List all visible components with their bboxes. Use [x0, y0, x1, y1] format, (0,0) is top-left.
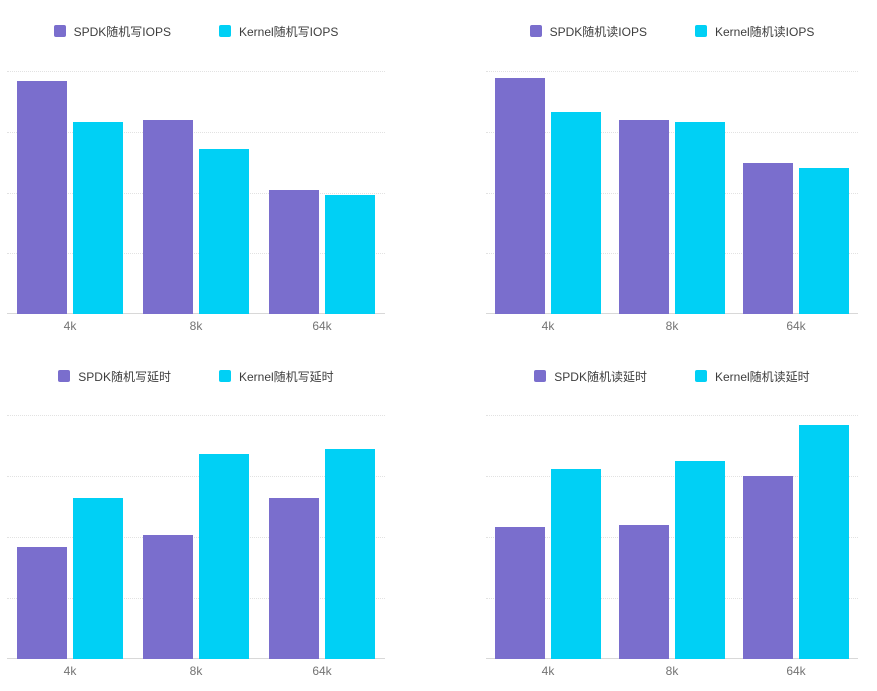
legend-swatch-kernel-icon	[218, 370, 231, 382]
x-axis-line	[7, 658, 385, 659]
legend-item-spdk[interactable]: SPDK随机写延时	[58, 368, 171, 385]
legend: SPDK随机读延时 Kernel随机读延时	[486, 368, 858, 384]
plot-area: 4k 8k 64k	[7, 71, 385, 333]
x-axis-line	[486, 313, 858, 314]
bar-kernel-8k[interactable]	[199, 149, 249, 314]
x-tick-label-4k: 4k	[541, 319, 555, 333]
x-tick-label-8k: 8k	[189, 664, 203, 678]
legend-item-spdk[interactable]: SPDK随机读IOPS	[529, 23, 647, 40]
gridline	[7, 415, 385, 416]
x-tick-label-8k: 8k	[665, 319, 679, 333]
bar-spdk-4k[interactable]	[495, 78, 545, 314]
gridline	[486, 253, 858, 255]
bar-kernel-64k[interactable]	[325, 449, 375, 659]
legend: SPDK随机读IOPS Kernel随机读IOPS	[486, 23, 858, 39]
bar-spdk-8k[interactable]	[619, 525, 669, 659]
bar-spdk-8k[interactable]	[143, 535, 193, 659]
bar-kernel-64k[interactable]	[799, 168, 849, 314]
bar-kernel-64k[interactable]	[325, 195, 375, 314]
gridline	[7, 131, 385, 133]
bar-spdk-64k[interactable]	[269, 498, 319, 659]
bar-kernel-4k[interactable]	[73, 122, 123, 314]
legend-swatch-spdk-icon	[58, 370, 71, 382]
gridline	[7, 71, 385, 72]
gridline	[486, 131, 858, 133]
x-axis-line	[7, 313, 385, 314]
bar-spdk-64k[interactable]	[269, 190, 319, 314]
plot-area: 4k 8k 64k	[486, 71, 858, 333]
legend-label-kernel: Kernel随机写延时	[238, 369, 334, 384]
gridline	[7, 192, 385, 194]
x-tick-label-8k: 8k	[665, 664, 679, 678]
legend-swatch-kernel-icon	[694, 25, 707, 37]
x-tick-label-64k: 64k	[312, 319, 332, 333]
chart-panel-random-write-latency: SPDK随机写延时 Kernel随机写延时 4k 8k 64k	[0, 345, 438, 691]
legend: SPDK随机写IOPS Kernel随机写IOPS	[7, 23, 385, 39]
x-tick-label-4k: 4k	[63, 664, 77, 678]
legend: SPDK随机写延时 Kernel随机写延时	[7, 368, 385, 384]
bar-kernel-8k[interactable]	[675, 122, 725, 314]
x-tick-label-64k: 64k	[786, 664, 806, 678]
legend-label-spdk: SPDK随机写IOPS	[73, 24, 171, 39]
x-tick-label-4k: 4k	[63, 319, 77, 333]
gridline	[486, 476, 858, 477]
legend-label-kernel: Kernel随机写IOPS	[238, 24, 339, 39]
legend-item-spdk[interactable]: SPDK随机读延时	[534, 368, 647, 385]
plot-area: 4k 8k 64k	[486, 415, 858, 678]
plot-area: 4k 8k 64k	[7, 415, 385, 678]
bar-spdk-4k[interactable]	[17, 547, 67, 659]
legend-swatch-kernel-icon	[694, 370, 707, 382]
legend-item-kernel[interactable]: Kernel随机写延时	[218, 368, 334, 385]
legend-label-spdk: SPDK随机读延时	[554, 369, 647, 384]
legend-label-kernel: Kernel随机读延时	[714, 369, 810, 384]
x-tick-label-64k: 64k	[312, 664, 332, 678]
gridline	[7, 598, 385, 599]
legend-item-kernel[interactable]: Kernel随机写IOPS	[218, 23, 339, 40]
gridline	[486, 415, 858, 416]
bar-spdk-8k[interactable]	[619, 120, 669, 314]
bar-kernel-4k[interactable]	[551, 112, 601, 314]
legend-label-spdk: SPDK随机读IOPS	[549, 24, 647, 39]
gridline	[7, 476, 385, 477]
legend-swatch-spdk-icon	[53, 25, 66, 37]
chart-panel-random-read-iops: SPDK随机读IOPS Kernel随机读IOPS 4k 8k 64k	[440, 0, 877, 345]
gridline	[486, 537, 858, 538]
bar-kernel-8k[interactable]	[199, 454, 249, 659]
x-tick-label-4k: 4k	[541, 664, 555, 678]
x-axis-line	[486, 658, 858, 659]
gridline	[486, 192, 858, 194]
bar-spdk-8k[interactable]	[143, 120, 193, 314]
gridline	[486, 598, 858, 599]
x-tick-label-64k: 64k	[786, 319, 806, 333]
chart-panel-random-write-iops: SPDK随机写IOPS Kernel随机写IOPS 4k 8k 64k	[0, 0, 438, 345]
bar-kernel-4k[interactable]	[73, 498, 123, 659]
legend-item-spdk[interactable]: SPDK随机写IOPS	[53, 23, 171, 40]
bar-spdk-64k[interactable]	[743, 476, 793, 659]
legend-item-kernel[interactable]: Kernel随机读延时	[694, 368, 810, 385]
gridline	[7, 253, 385, 255]
bar-kernel-64k[interactable]	[799, 425, 849, 659]
legend-label-spdk: SPDK随机写延时	[78, 369, 171, 384]
bar-kernel-8k[interactable]	[675, 461, 725, 659]
gridline	[7, 537, 385, 538]
legend-swatch-spdk-icon	[529, 25, 542, 37]
legend-label-kernel: Kernel随机读IOPS	[714, 24, 815, 39]
x-tick-label-8k: 8k	[189, 319, 203, 333]
bar-spdk-64k[interactable]	[743, 163, 793, 314]
bar-spdk-4k[interactable]	[495, 527, 545, 659]
legend-swatch-kernel-icon	[218, 25, 231, 37]
legend-item-kernel[interactable]: Kernel随机读IOPS	[694, 23, 815, 40]
chart-panel-random-read-latency: SPDK随机读延时 Kernel随机读延时 4k 8k 64k	[440, 345, 877, 691]
gridline	[486, 71, 858, 72]
bar-kernel-4k[interactable]	[551, 469, 601, 659]
bar-spdk-4k[interactable]	[17, 81, 67, 314]
legend-swatch-spdk-icon	[534, 370, 547, 382]
